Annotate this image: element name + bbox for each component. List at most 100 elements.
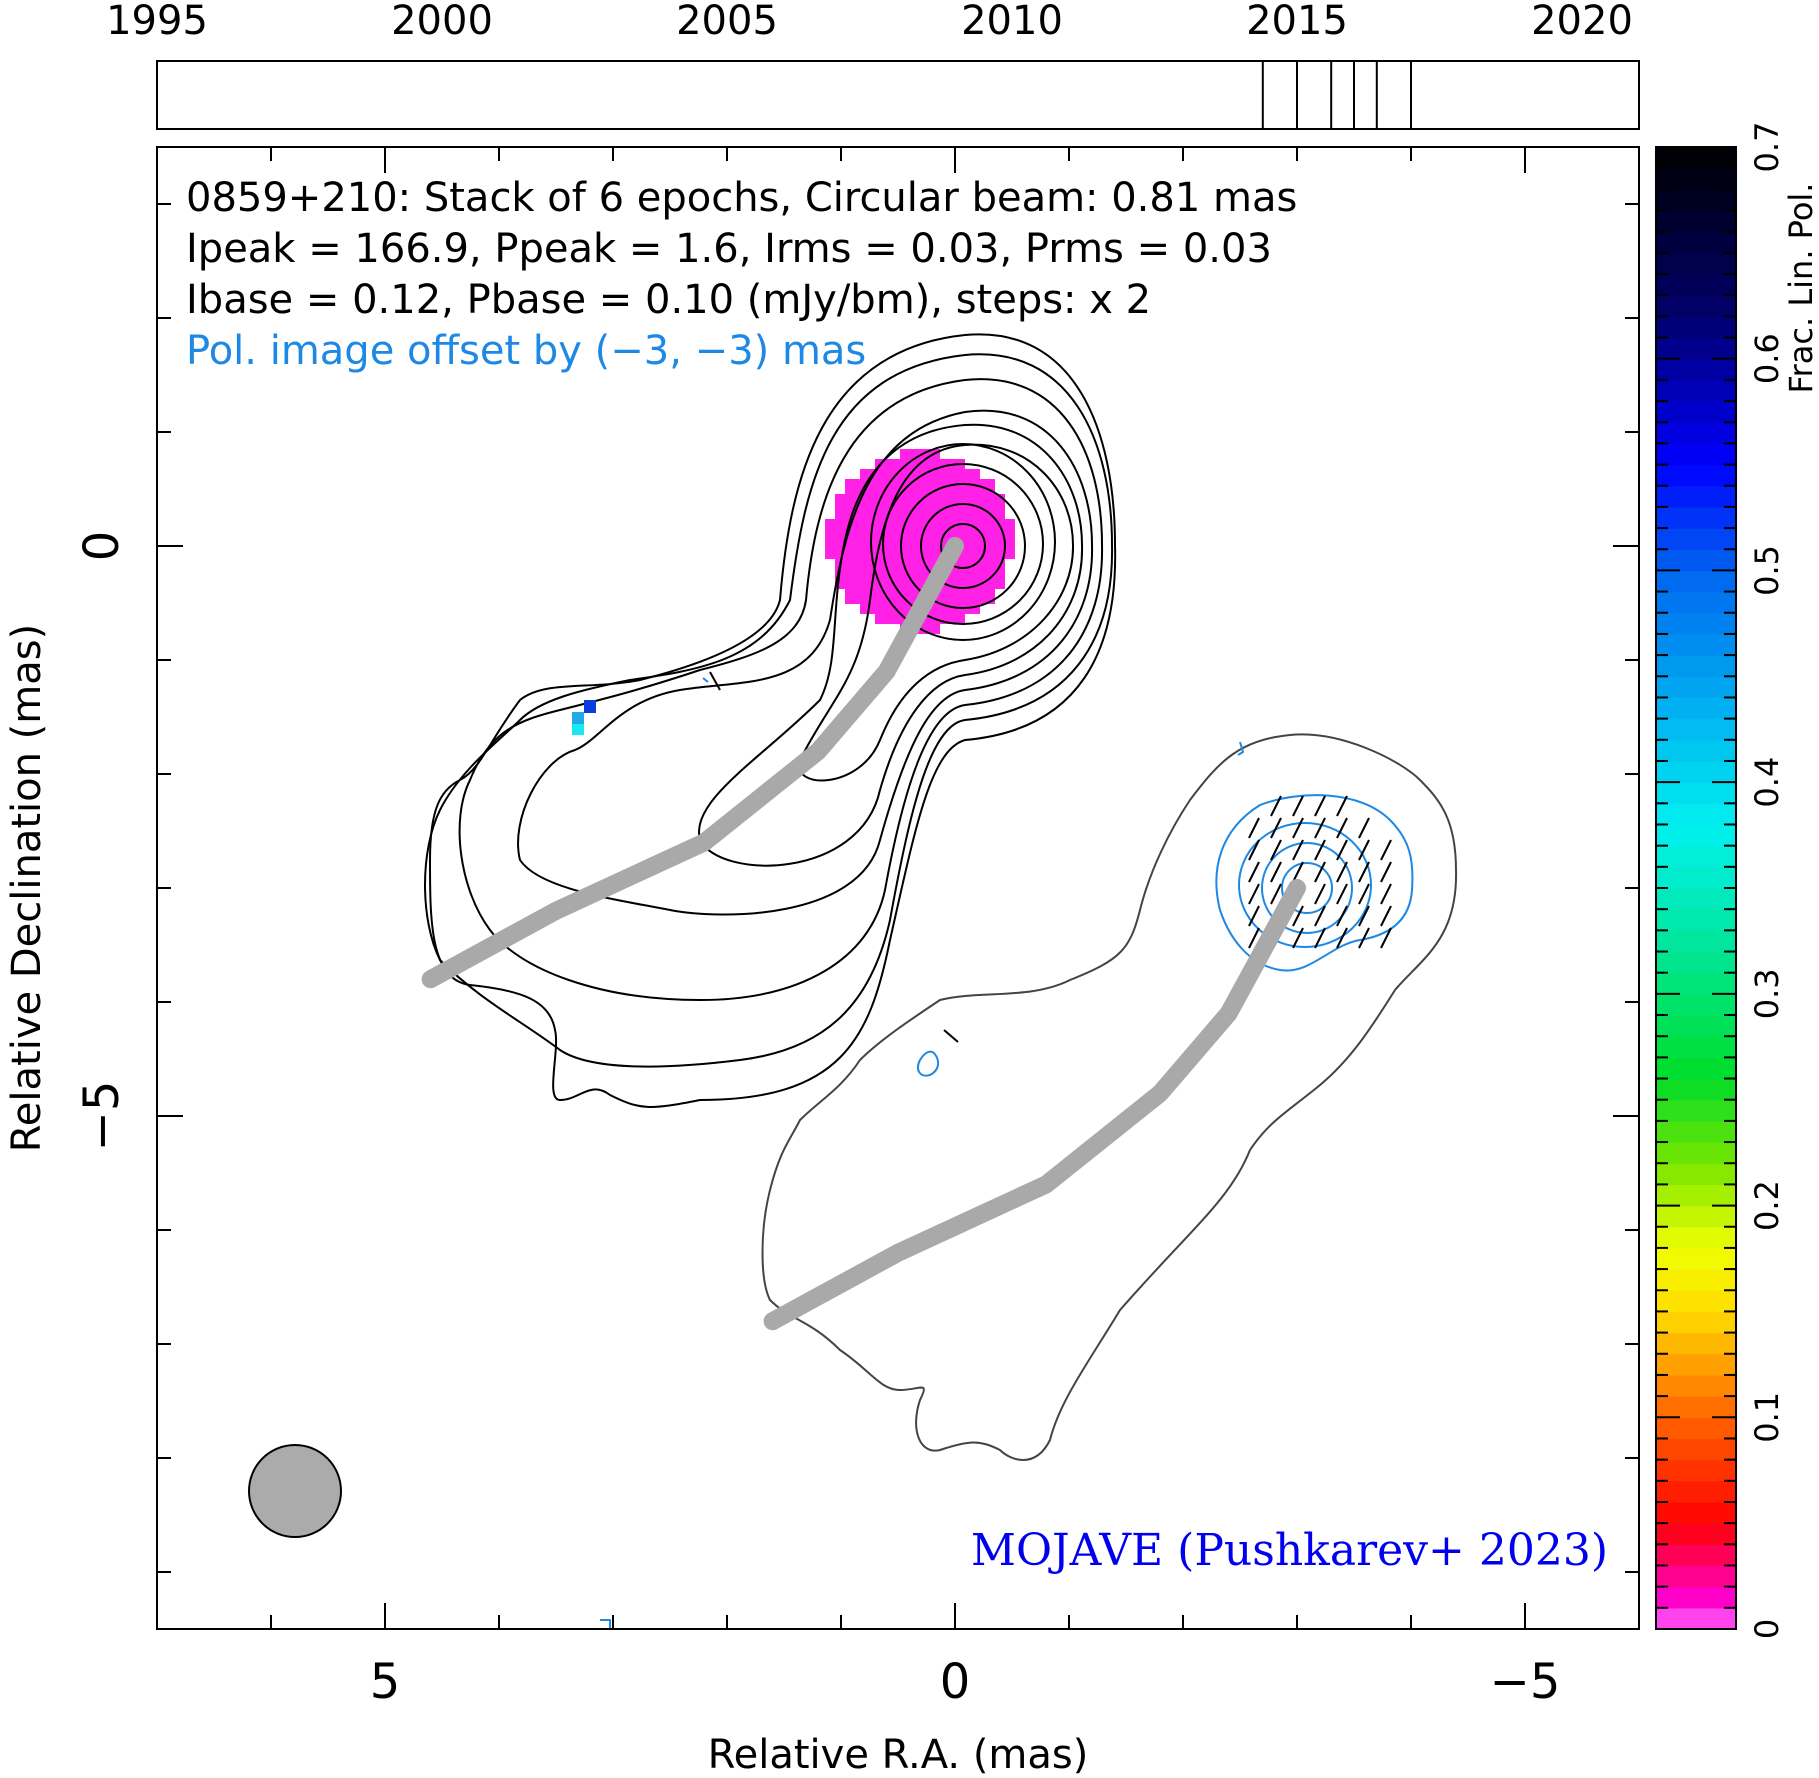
colorbar-band (1656, 612, 1736, 635)
evpa-tick (1270, 861, 1282, 883)
colorbar-band (1656, 1544, 1736, 1567)
ridgeline-pol (763, 879, 1306, 1331)
colorbar-band (1656, 316, 1736, 339)
x-tick-label: 0 (940, 1654, 971, 1710)
colorbar-band (1656, 168, 1736, 190)
colorbar-band (1656, 1247, 1736, 1270)
y-axis-title: Relative Declination (mas) (4, 624, 50, 1152)
colorbar-band (1656, 1015, 1736, 1037)
evpa-tick (1358, 927, 1370, 949)
evpa-tick (1314, 817, 1326, 839)
colorbar-band (1656, 1036, 1736, 1058)
timeline-tick-label: 1995 (106, 0, 208, 44)
evpa-tick (1292, 905, 1304, 927)
colorbar-band (1656, 655, 1736, 677)
timeline-tick-label: 2015 (1246, 0, 1348, 44)
colorbar-band (1656, 1374, 1736, 1397)
pol-contour-level (1215, 794, 1414, 972)
colorbar-tick-label: 0.6 (1748, 333, 1786, 384)
colorbar-band (1656, 1396, 1736, 1418)
axis-ticks (156, 147, 1640, 1629)
colorbar-band (1656, 1501, 1736, 1524)
colorbar-band (1656, 570, 1736, 593)
colorbar-band (1656, 909, 1736, 931)
colorbar-band (1656, 951, 1736, 974)
colorbar-band (1656, 1523, 1736, 1545)
contour-level (940, 523, 986, 569)
evpa-tick (1248, 817, 1260, 839)
colorbar-band (1656, 528, 1736, 550)
colorbar-band (1656, 972, 1736, 995)
colorbar-band (1656, 1480, 1736, 1503)
colorbar-band (1656, 739, 1736, 762)
colorbar-band (1656, 1269, 1736, 1291)
header-line-3: Ibase = 0.12, Pbase = 0.10 (mJy/bm), ste… (186, 277, 1151, 323)
colorbar-tick-label: 0.4 (1748, 757, 1786, 808)
evpa-tick (1248, 905, 1260, 927)
colorbar-band (1656, 1205, 1736, 1228)
evpa-tick (1336, 883, 1348, 905)
evpa-tick (1292, 927, 1304, 949)
contour-level (900, 483, 1026, 609)
evpa-tick (1292, 817, 1304, 839)
colorbar-band (1656, 147, 1736, 169)
colorbar-band (1656, 358, 1736, 381)
contour-level (698, 423, 1084, 867)
colorbar: 0 0.1 0.2 0.3 0.4 0.5 0.6 0.7 Frac. Lin. Pol. (1655, 122, 1819, 1639)
evpa-tick (1336, 795, 1348, 817)
timeline-tick-label: 2000 (391, 0, 493, 44)
evpa-tick (1380, 905, 1392, 927)
evpa-tick (1358, 817, 1370, 839)
colorbar-band (1656, 1332, 1736, 1355)
evpa-tick (1248, 861, 1260, 883)
colorbar-band (1656, 1057, 1736, 1080)
colorbar-band (1656, 295, 1736, 317)
evpa-tick (1292, 861, 1304, 883)
colorbar-band (1656, 1184, 1736, 1207)
colorbar-band (1656, 1586, 1736, 1609)
colorbar-band (1656, 1078, 1736, 1101)
evpa-tick (1270, 883, 1282, 905)
colorbar-band (1656, 1142, 1736, 1164)
contour-level (424, 353, 1114, 1068)
y-tick-label: −5 (74, 1081, 130, 1152)
evpa-tick (1336, 839, 1348, 861)
evpa-tick (1270, 817, 1282, 839)
timeline-tick-label: 2010 (961, 0, 1063, 44)
contour-level (517, 409, 1094, 916)
evpa-tick (1314, 839, 1326, 861)
colorbar-band (1656, 274, 1736, 296)
core-contours (424, 333, 1117, 1108)
evpa-tick (709, 671, 721, 691)
evpa-tick (1358, 883, 1370, 905)
credit-label: MOJAVE (Pushkarev+ 2023) (971, 1525, 1608, 1576)
colorbar-band (1656, 506, 1736, 529)
colorbar-band (1656, 485, 1736, 508)
colorbar-band (1656, 379, 1736, 402)
colorbar-band (1656, 1438, 1736, 1461)
evpa-tick (1358, 905, 1370, 927)
colorbar-band (1656, 1163, 1736, 1185)
evpa-tick (1380, 883, 1392, 905)
colorbar-band (1656, 189, 1736, 212)
evpa-tick (1314, 861, 1326, 883)
contour-level (458, 378, 1104, 1001)
main-panel: 5 0 −5 0 −5 (74, 146, 1640, 1710)
pol-offset-note: Pol. image offset by (−3, −3) mas (186, 328, 866, 374)
colorbar-tick-label: 0.2 (1748, 1180, 1786, 1231)
colorbar-band (1656, 845, 1736, 868)
evpa-tick (943, 1029, 959, 1043)
evpa-tick (1248, 883, 1260, 905)
colorbar-band (1656, 697, 1736, 720)
colorbar-band (1656, 1120, 1736, 1143)
colorbar-band (1656, 930, 1736, 953)
y-tick-label: 0 (74, 531, 130, 562)
evpa-tick (1336, 861, 1348, 883)
colorbar-band (1656, 718, 1736, 741)
colorbar-title: Frac. Lin. Pol. (1782, 183, 1819, 394)
stokes-i-contours (424, 333, 1458, 1628)
x-tick-label: 5 (370, 1654, 401, 1710)
colorbar-band (1656, 422, 1736, 444)
colorbar-tick-label: 0 (1748, 1619, 1786, 1639)
colorbar-band (1656, 252, 1736, 275)
